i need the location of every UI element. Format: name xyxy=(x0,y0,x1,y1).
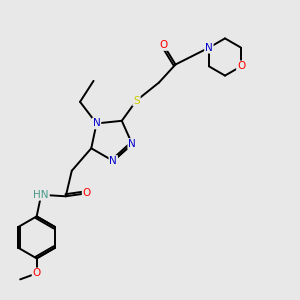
Text: S: S xyxy=(133,95,140,106)
Text: N: N xyxy=(93,118,101,128)
Text: O: O xyxy=(32,268,41,278)
Text: HN: HN xyxy=(33,190,49,200)
Text: O: O xyxy=(82,188,91,198)
Text: O: O xyxy=(237,61,245,71)
Text: N: N xyxy=(128,139,136,149)
Text: N: N xyxy=(205,43,213,53)
Text: O: O xyxy=(159,40,168,50)
Text: N: N xyxy=(110,156,117,166)
